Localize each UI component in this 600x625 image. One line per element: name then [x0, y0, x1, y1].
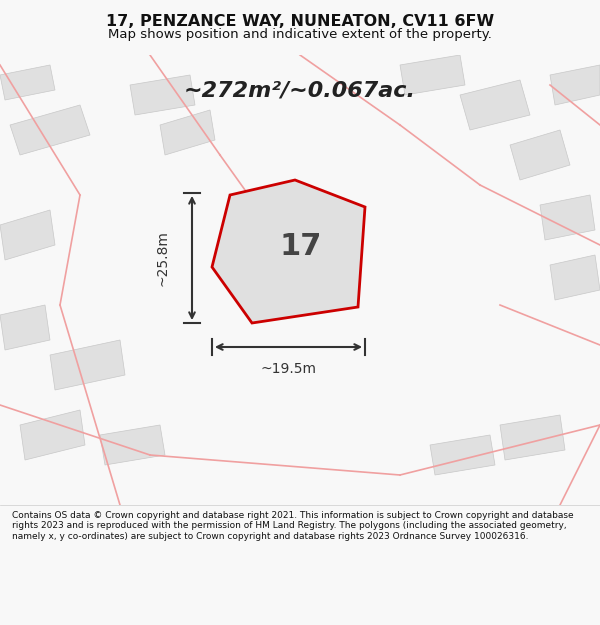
Polygon shape [430, 435, 495, 475]
Polygon shape [460, 80, 530, 130]
Polygon shape [20, 410, 85, 460]
Polygon shape [50, 340, 125, 390]
Polygon shape [400, 55, 465, 95]
Text: ~19.5m: ~19.5m [260, 362, 317, 376]
Text: Map shows position and indicative extent of the property.: Map shows position and indicative extent… [108, 28, 492, 41]
Polygon shape [0, 305, 50, 350]
Polygon shape [130, 75, 195, 115]
Polygon shape [10, 105, 90, 155]
Polygon shape [0, 65, 55, 100]
Polygon shape [0, 210, 55, 260]
Text: ~25.8m: ~25.8m [155, 230, 169, 286]
Polygon shape [550, 255, 600, 300]
Polygon shape [540, 195, 595, 240]
Text: Contains OS data © Crown copyright and database right 2021. This information is : Contains OS data © Crown copyright and d… [12, 511, 574, 541]
Polygon shape [500, 415, 565, 460]
Polygon shape [550, 65, 600, 105]
Polygon shape [510, 130, 570, 180]
Text: 17, PENZANCE WAY, NUNEATON, CV11 6FW: 17, PENZANCE WAY, NUNEATON, CV11 6FW [106, 14, 494, 29]
Polygon shape [100, 425, 165, 465]
Text: 17: 17 [279, 232, 322, 261]
Polygon shape [160, 110, 215, 155]
Polygon shape [212, 180, 365, 323]
Text: ~272m²/~0.067ac.: ~272m²/~0.067ac. [184, 80, 416, 100]
